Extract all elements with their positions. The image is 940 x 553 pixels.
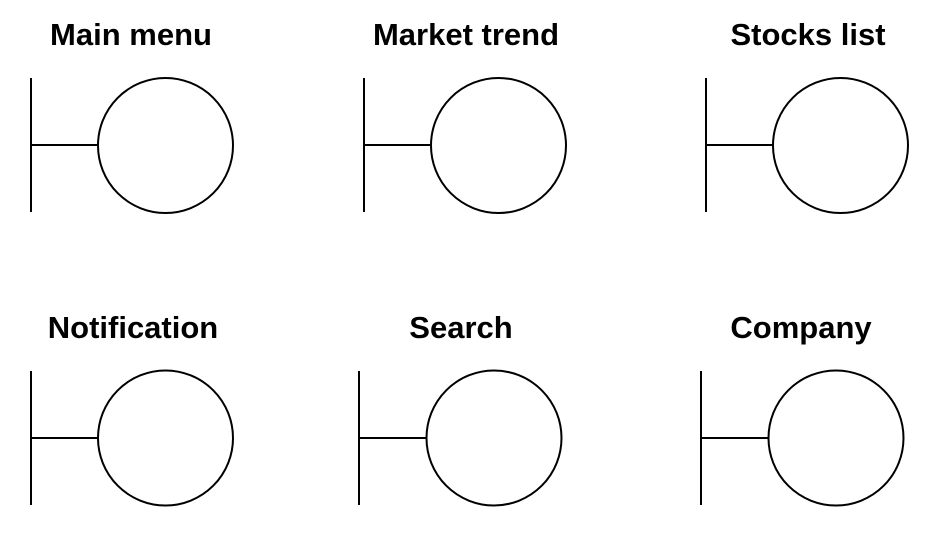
boundary-market-trend[interactable]: Market trend xyxy=(363,17,567,214)
boundary-notification[interactable]: Notification xyxy=(30,310,234,507)
boundary-main-menu[interactable]: Main menu xyxy=(30,17,234,214)
boundary-circle xyxy=(772,77,909,214)
boundary-label: Company xyxy=(730,310,872,345)
boundary-label: Notification xyxy=(48,310,219,345)
boundary-stocks-list[interactable]: Stocks list xyxy=(705,17,909,214)
boundary-search[interactable]: Search xyxy=(358,310,563,507)
boundary-label: Search xyxy=(409,310,512,345)
boundary-label: Main menu xyxy=(50,17,212,52)
boundary-circle xyxy=(97,369,234,507)
boundary-circle xyxy=(97,77,234,214)
boundary-circle xyxy=(425,369,563,507)
boundary-company[interactable]: Company xyxy=(700,310,905,507)
boundary-circle xyxy=(430,77,567,214)
boundary-label: Stocks list xyxy=(730,17,885,52)
boundary-circle xyxy=(767,369,905,507)
boundary-label: Market trend xyxy=(373,17,559,52)
